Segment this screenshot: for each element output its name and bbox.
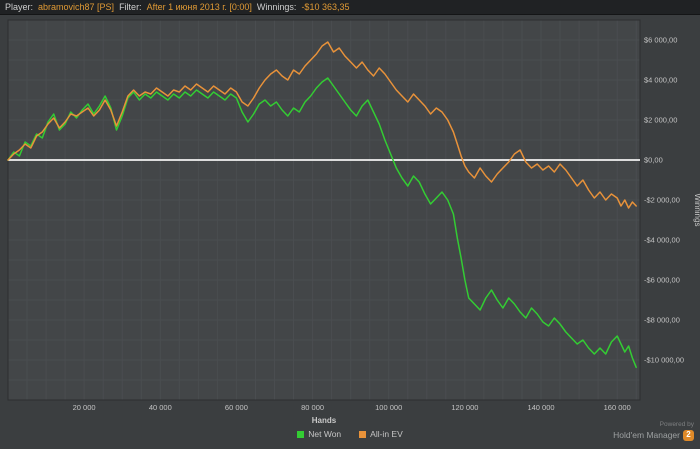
filter-label: Filter: <box>119 2 142 12</box>
legend-item-net-won[interactable]: Net Won <box>297 429 341 439</box>
all-in-ev-line <box>7 41 637 209</box>
winnings-label: Winnings: <box>256 2 297 12</box>
branding: Powered by Hold'em Manager 2 <box>613 421 694 441</box>
svg-text:-$10 000,00: -$10 000,00 <box>644 356 684 365</box>
x-axis-labels: 20 000 40 000 60 000 80 000 100 000 120 000 14… <box>73 403 631 412</box>
svg-text:-$8 000,00: -$8 000,00 <box>644 316 680 325</box>
svg-text:-$2 000,00: -$2 000,00 <box>644 196 680 205</box>
status-bar: Player: abramovich87 [PS] Filter: After … <box>0 0 700 15</box>
app-name-label: Hold'em Manager <box>613 430 680 440</box>
winnings-value: -$10 363,35 <box>301 2 350 12</box>
player-value: abramovich87 [PS] <box>38 2 115 12</box>
legend: Net Won All-in EV <box>0 429 700 439</box>
svg-text:60 000: 60 000 <box>225 403 248 412</box>
svg-text:80 000: 80 000 <box>301 403 324 412</box>
svg-text:160 000: 160 000 <box>604 403 631 412</box>
svg-text:$2 000,00: $2 000,00 <box>644 116 677 125</box>
svg-text:-$4 000,00: -$4 000,00 <box>644 236 680 245</box>
x-axis-title: Hands <box>312 416 337 425</box>
legend-label-net-won: Net Won <box>308 429 342 439</box>
all-in-ev-swatch-icon <box>359 430 367 438</box>
chart-svg: 20 000 40 000 60 000 80 000 100 000 120 000 14… <box>7 19 700 425</box>
svg-text:120 000: 120 000 <box>451 403 478 412</box>
player-label: Player: <box>5 2 34 12</box>
svg-text:20 000: 20 000 <box>73 403 96 412</box>
svg-text:-$6 000,00: -$6 000,00 <box>644 276 680 285</box>
winnings-graph: 20 000 40 000 60 000 80 000 100 000 120 000 14… <box>0 14 700 449</box>
y-axis-labels: $6 000,00 $4 000,00 $2 000,00 $0,00 -$2 000,… <box>644 36 684 365</box>
plot-border <box>7 19 641 401</box>
svg-text:40 000: 40 000 <box>149 403 172 412</box>
legend-item-all-in-ev[interactable]: All-in EV <box>359 429 403 439</box>
svg-text:$0,00: $0,00 <box>644 156 663 165</box>
svg-text:$4 000,00: $4 000,00 <box>644 76 677 85</box>
svg-text:$6 000,00: $6 000,00 <box>644 36 677 45</box>
filter-value: After 1 июня 2013 г. [0:00] <box>146 2 252 12</box>
plot-area <box>8 20 640 400</box>
powered-by-label: Powered by <box>659 421 694 428</box>
svg-text:140 000: 140 000 <box>527 403 554 412</box>
svg-text:100 000: 100 000 <box>375 403 402 412</box>
y-axis-title: Winnings <box>693 194 700 227</box>
hm2-badge-icon: 2 <box>683 429 694 441</box>
grid <box>8 20 640 400</box>
legend-label-all-in-ev: All-in EV <box>370 429 403 439</box>
net-won-swatch-icon <box>297 430 305 438</box>
net-won-line <box>7 77 637 369</box>
